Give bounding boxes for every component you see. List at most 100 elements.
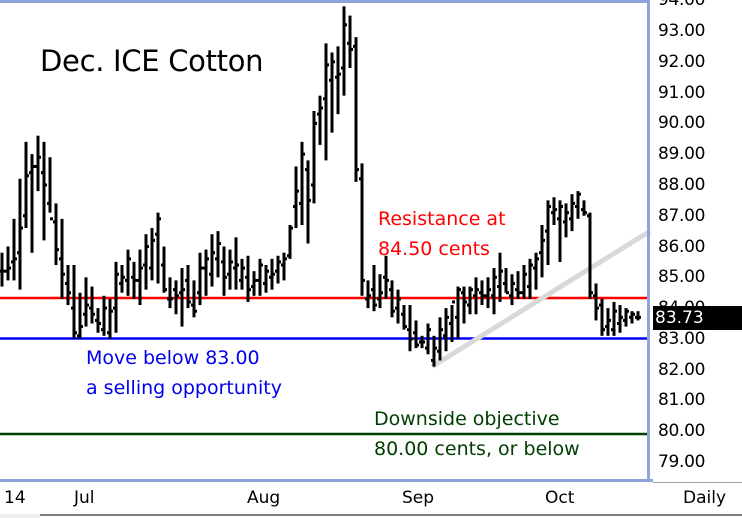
ohlc-bar: [281, 252, 287, 281]
ohlc-bar: [47, 157, 53, 221]
ohlc-bar: [389, 280, 395, 318]
ohlc-bar: [287, 224, 293, 259]
y-tick-label: 89.00: [658, 144, 706, 165]
ohlc-bar: [611, 301, 617, 336]
ohlc-bar: [503, 268, 509, 295]
ohlc-bar: [383, 255, 389, 299]
ohlc-bar: [449, 300, 455, 342]
ohlc-bar: [251, 271, 257, 296]
ohlc-bar: [203, 249, 209, 296]
x-tick-label: Aug: [247, 488, 281, 508]
y-tick-label: 85.00: [658, 267, 706, 288]
last-price-badge: 83.73: [653, 306, 742, 330]
ohlc-bar: [335, 46, 341, 115]
ohlc-bar: [71, 265, 77, 339]
ohlc-bar: [311, 111, 317, 204]
y-tick-label: 86.00: [658, 236, 706, 257]
ohlc-bar: [209, 234, 215, 287]
ohlc-bar: [485, 277, 491, 309]
ohlc-bar: [161, 246, 167, 293]
ohlc-bar: [101, 295, 107, 336]
ohlc-bar: [419, 335, 425, 349]
objective-note-line-2: 80.00 cents, or below: [374, 438, 580, 460]
y-tick-label: 83.00: [658, 328, 706, 349]
scrollbar-corner: [0, 514, 40, 518]
ohlc-bar: [527, 258, 533, 299]
ohlc-bar: [143, 234, 149, 290]
x-tick-label: 14: [4, 488, 26, 508]
ohlc-bar: [119, 265, 125, 293]
horizontal-scrollbar[interactable]: [40, 514, 742, 516]
ohlc-bar: [191, 280, 197, 318]
ohlc-bar: [245, 255, 251, 302]
ohlc-bar: [65, 265, 71, 306]
ohlc-bar: [23, 141, 29, 229]
ohlc-bar: [497, 252, 503, 302]
sell-note: Move below 83.00 a selling opportunity: [86, 343, 282, 403]
ohlc-bar: [569, 194, 575, 232]
ohlc-bar: [197, 252, 203, 306]
ohlc-bar: [89, 286, 95, 324]
ohlc-bar: [131, 261, 137, 299]
y-tick-label: 88.00: [658, 174, 706, 195]
ohlc-bar: [425, 323, 431, 355]
y-tick-label: 79.00: [658, 452, 706, 473]
ohlc-bar: [257, 258, 263, 296]
y-tick-label: 92.00: [658, 51, 706, 72]
ohlc-bar: [401, 305, 407, 330]
ohlc-bar: [629, 311, 635, 324]
period-label[interactable]: Daily: [683, 488, 727, 508]
ohlc-bar: [317, 95, 323, 145]
ohlc-bar: [113, 261, 119, 333]
ohlc-bar: [533, 252, 539, 290]
objective-note-line-1: Downside objective: [374, 408, 560, 430]
resistance-note-line-2: 84.50 cents: [378, 238, 490, 260]
x-tick-label: Sep: [402, 488, 435, 508]
ohlc-bar: [587, 212, 593, 299]
ohlc-bar: [479, 280, 485, 306]
ohlc-bar: [443, 308, 449, 352]
ohlc-bar: [473, 277, 479, 315]
ohlc-bar: [605, 308, 611, 336]
axis-separator: [653, 482, 742, 483]
resistance-note-line-1: Resistance at: [378, 208, 506, 230]
y-tick-label: 80.00: [658, 421, 706, 442]
ohlc-bar: [593, 283, 599, 321]
objective-note: Downside objective 80.00 cents, or below: [374, 404, 580, 464]
ohlc-bar: [275, 255, 281, 284]
ohlc-bar: [227, 249, 233, 290]
ohlc-bar: [329, 52, 335, 133]
plot-bottom-border: [0, 479, 653, 482]
ohlc-bar: [0, 252, 5, 287]
trendline: [430, 229, 652, 369]
ohlc-bar: [155, 212, 161, 284]
ohlc-bar: [35, 135, 41, 192]
chart-title: Dec. ICE Cotton: [40, 44, 264, 78]
ohlc-bar: [305, 160, 311, 244]
ohlc-bar: [77, 292, 83, 339]
ohlc-bar: [107, 298, 113, 339]
ohlc-bar: [59, 218, 65, 299]
ohlc-bar: [581, 200, 587, 216]
ohlc-bar: [149, 228, 155, 281]
ohlc-bar: [365, 280, 371, 309]
ohlc-bar: [179, 268, 185, 327]
ohlc-bar: [17, 178, 23, 290]
x-tick-label: Jul: [74, 488, 95, 508]
ohlc-bar: [407, 305, 413, 352]
sell-note-line-1: Move below 83.00: [86, 347, 260, 369]
ohlc-bar: [395, 289, 401, 324]
ohlc-bar: [29, 154, 35, 253]
ohlc-bar: [515, 271, 521, 299]
ohlc-bar: [359, 163, 365, 296]
ohlc-bar: [137, 249, 143, 306]
ohlc-bar: [437, 317, 443, 361]
ohlc-bar: [353, 37, 359, 182]
ohlc-bar: [551, 197, 557, 225]
ohlc-bar: [239, 258, 245, 290]
ohlc-bar: [371, 265, 377, 312]
ohlc-bar: [299, 141, 305, 225]
ohlc-bar: [221, 246, 227, 296]
ohlc-bar: [563, 203, 569, 238]
